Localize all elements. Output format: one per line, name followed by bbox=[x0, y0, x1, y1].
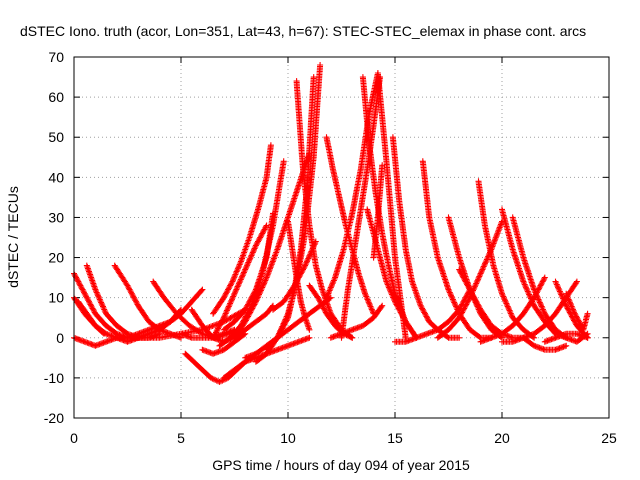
data-series bbox=[475, 178, 538, 341]
data-series bbox=[323, 70, 409, 341]
y-axis-title: dSTEC / TECUs bbox=[5, 186, 21, 288]
data-series bbox=[338, 74, 383, 341]
data-series bbox=[541, 330, 591, 345]
x-tick-label: 10 bbox=[280, 430, 296, 446]
data-point-markers bbox=[338, 74, 383, 341]
data-point-markers bbox=[210, 222, 270, 341]
data-point-markers bbox=[323, 70, 409, 341]
y-tick-label: 20 bbox=[48, 250, 64, 266]
data-point-markers bbox=[477, 274, 548, 345]
data-series bbox=[293, 78, 356, 341]
data-point-markers bbox=[327, 302, 386, 341]
data-point-markers bbox=[124, 286, 206, 341]
data-layer bbox=[71, 62, 591, 385]
y-tick-label: -10 bbox=[44, 370, 64, 386]
data-series bbox=[210, 142, 274, 317]
chart-title: dSTEC Iono. truth (acor, Lon=351, Lat=43… bbox=[20, 23, 586, 39]
data-series bbox=[75, 298, 107, 337]
data-series bbox=[210, 222, 270, 341]
plot-frame bbox=[73, 56, 610, 419]
data-point-markers bbox=[552, 278, 591, 341]
data-point-markers bbox=[563, 290, 591, 333]
axis-ticks: 0 5 10 15 20 25 -20 -10 0 10 20 30 40 50 60 70 bbox=[44, 49, 617, 446]
x-tick-label: 20 bbox=[494, 430, 510, 446]
data-series bbox=[499, 206, 570, 341]
data-series bbox=[327, 302, 386, 341]
x-tick-label: 25 bbox=[601, 430, 617, 446]
grid bbox=[74, 57, 609, 418]
y-tick-label: 50 bbox=[48, 129, 64, 145]
y-tick-label: 40 bbox=[48, 169, 64, 185]
x-tick-label: 5 bbox=[177, 430, 185, 446]
data-series bbox=[216, 158, 287, 349]
x-tick-label: 15 bbox=[387, 430, 403, 446]
data-series bbox=[370, 162, 386, 261]
data-point-markers bbox=[293, 78, 356, 341]
x-axis-title: GPS time / hours of day 094 of year 2015 bbox=[212, 457, 470, 473]
data-point-markers bbox=[370, 162, 386, 261]
y-tick-label: 60 bbox=[48, 89, 64, 105]
y-tick-label: 70 bbox=[48, 49, 64, 65]
data-point-markers bbox=[210, 142, 274, 317]
data-point-markers bbox=[541, 330, 591, 345]
y-tick-label: 10 bbox=[48, 290, 64, 306]
data-point-markers bbox=[285, 218, 313, 333]
data-series bbox=[199, 330, 249, 357]
data-series bbox=[285, 218, 313, 333]
data-point-markers bbox=[199, 330, 249, 357]
data-series bbox=[552, 278, 591, 341]
data-point-markers bbox=[75, 298, 107, 337]
data-series bbox=[477, 274, 548, 345]
y-tick-label: 30 bbox=[48, 209, 64, 225]
data-point-markers bbox=[475, 178, 538, 341]
data-series bbox=[124, 286, 206, 341]
data-series bbox=[563, 290, 591, 333]
x-tick-label: 0 bbox=[70, 430, 78, 446]
data-point-markers bbox=[216, 158, 287, 349]
y-tick-label: 0 bbox=[56, 330, 64, 346]
y-tick-label: -20 bbox=[44, 410, 64, 426]
data-point-markers bbox=[499, 206, 570, 341]
